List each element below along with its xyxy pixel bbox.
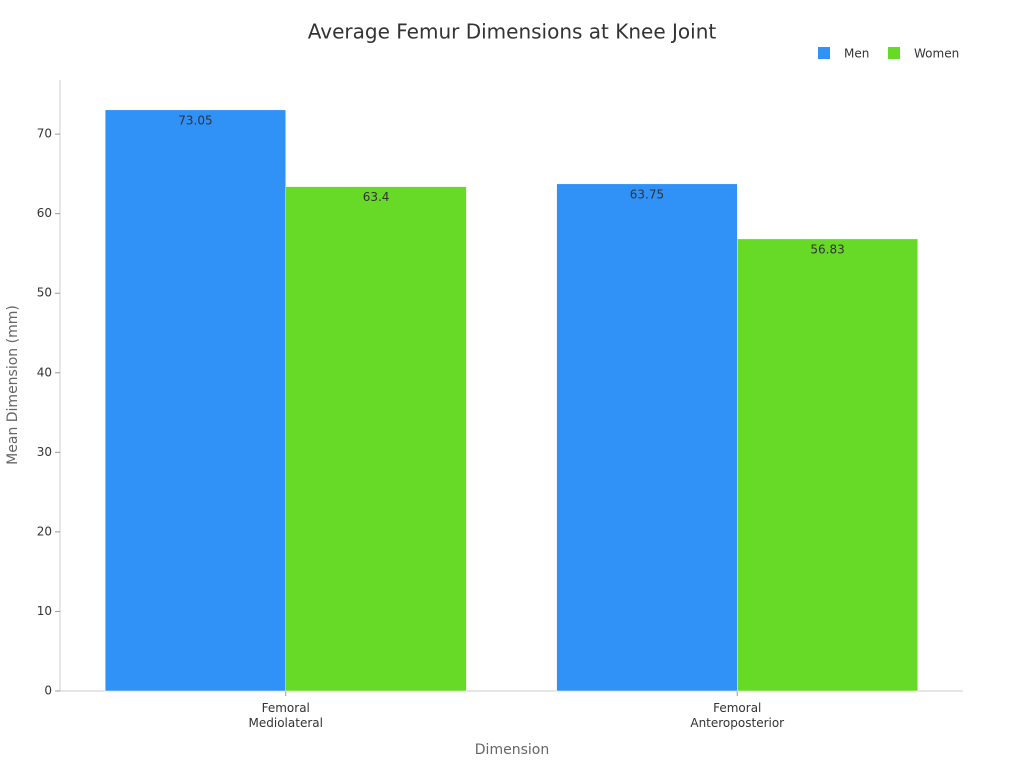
legend-swatch	[818, 47, 830, 59]
value-label: 73.05	[178, 113, 212, 127]
legend-label: Men	[844, 47, 869, 61]
y-tick-label: 50	[37, 286, 52, 300]
y-tick-label: 10	[37, 604, 52, 618]
bar	[285, 186, 467, 692]
y-axis-title: Mean Dimension (mm)	[5, 305, 21, 465]
value-label: 63.4	[363, 190, 390, 204]
x-tick-label: Femoral Mediolateral	[249, 701, 323, 730]
y-tick-label: 40	[37, 365, 52, 379]
value-label: 56.83	[810, 242, 844, 256]
y-tick-label: 60	[37, 206, 52, 220]
bar	[556, 183, 738, 692]
y-tick-label: 20	[37, 524, 52, 538]
value-label: 63.75	[630, 187, 664, 201]
y-tick-label: 0	[44, 684, 52, 698]
chart-title: Average Femur Dimensions at Knee Joint	[308, 20, 717, 44]
legend-label: Women	[914, 47, 959, 61]
bar	[104, 109, 287, 692]
bar	[737, 238, 919, 692]
y-tick-label: 70	[37, 127, 52, 141]
x-axis-title: Dimension	[475, 742, 549, 758]
y-tick-label: 30	[37, 445, 52, 459]
x-tick-label: Femoral Anteroposterior	[690, 701, 784, 730]
legend-swatch	[888, 47, 900, 59]
